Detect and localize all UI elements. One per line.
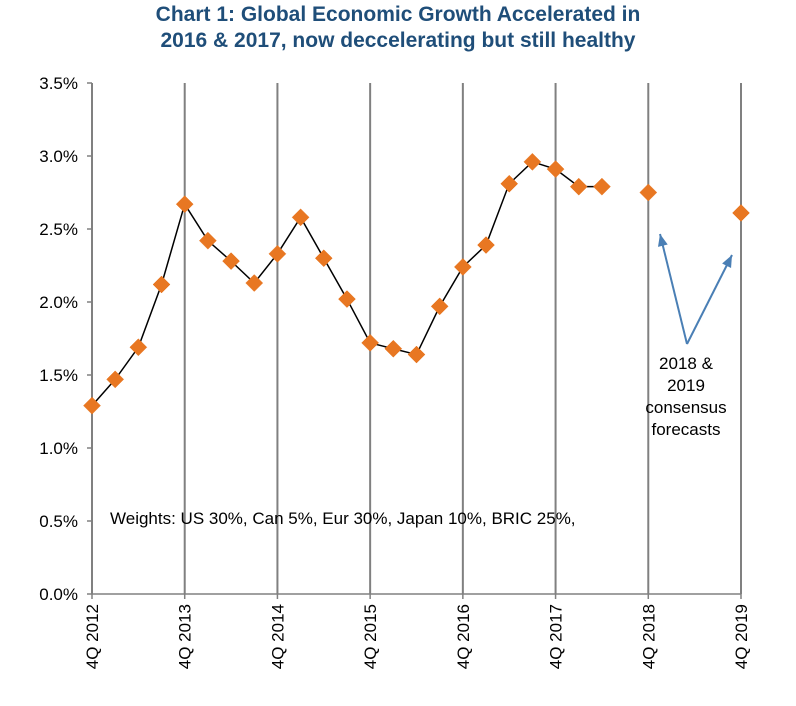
data-point	[384, 339, 403, 358]
forecast-annotation-line: forecasts	[652, 420, 721, 439]
data-point	[222, 252, 240, 270]
forecast-annotation-line: 2019	[667, 376, 705, 395]
data-point	[175, 195, 194, 214]
data-point	[500, 174, 519, 193]
data-point	[83, 396, 101, 415]
x-tick-label: 4Q 2014	[268, 604, 287, 669]
forecast-arrow-left-head	[658, 234, 668, 247]
data-point	[314, 249, 333, 268]
y-tick-label: 3.0%	[39, 147, 78, 166]
x-tick-label: 4Q 2015	[361, 604, 380, 669]
data-point	[593, 177, 611, 196]
y-tick-label: 3.5%	[39, 74, 78, 93]
data-point	[338, 290, 356, 308]
data-point	[129, 338, 148, 357]
x-tick-label: 4Q 2017	[547, 604, 566, 669]
y-tick-label: 0.0%	[39, 585, 78, 604]
data-point	[361, 334, 379, 352]
x-tick-label: 4Q 2018	[639, 604, 658, 669]
data-point	[245, 274, 264, 292]
data-point	[268, 244, 287, 263]
forecast-annotation-line: 2018 &	[659, 354, 714, 373]
x-tick-label: 4Q 2016	[454, 604, 473, 669]
x-tick-label: 4Q 2012	[83, 604, 102, 669]
data-point	[430, 297, 449, 316]
y-tick-label: 2.0%	[39, 293, 78, 312]
data-point	[407, 345, 426, 364]
forecast-arrow-right	[686, 254, 733, 345]
forecast-arrow-left	[659, 233, 688, 345]
data-point	[199, 231, 217, 250]
data-point	[106, 370, 125, 389]
y-tick-label: 1.5%	[39, 366, 78, 385]
data-point	[152, 275, 171, 294]
data-point	[546, 160, 565, 178]
y-tick-label: 0.5%	[39, 512, 78, 531]
chart-title: Chart 1: Global Economic Growth Accelera…	[0, 2, 796, 54]
forecast-point	[639, 183, 658, 202]
forecast-arrow-right-head	[722, 255, 732, 268]
forecast-point	[732, 204, 750, 222]
chart-title-line-2: 2016 & 2017, now deccelerating but still…	[160, 29, 636, 52]
data-point	[454, 258, 472, 276]
data-point	[291, 208, 310, 227]
chart-title-line-1: Chart 1: Global Economic Growth Accelera…	[155, 3, 641, 26]
data-point	[569, 177, 588, 196]
y-tick-label: 2.5%	[39, 220, 78, 239]
forecast-annotation-line: consensus	[645, 398, 726, 417]
data-point	[477, 236, 495, 254]
data-point	[523, 152, 542, 171]
weights-annotation: Weights: US 30%, Can 5%, Eur 30%, Japan …	[110, 509, 576, 528]
x-tick-label: 4Q 2013	[176, 604, 195, 669]
x-tick-label: 4Q 2019	[732, 604, 751, 669]
y-tick-label: 1.0%	[39, 439, 78, 458]
